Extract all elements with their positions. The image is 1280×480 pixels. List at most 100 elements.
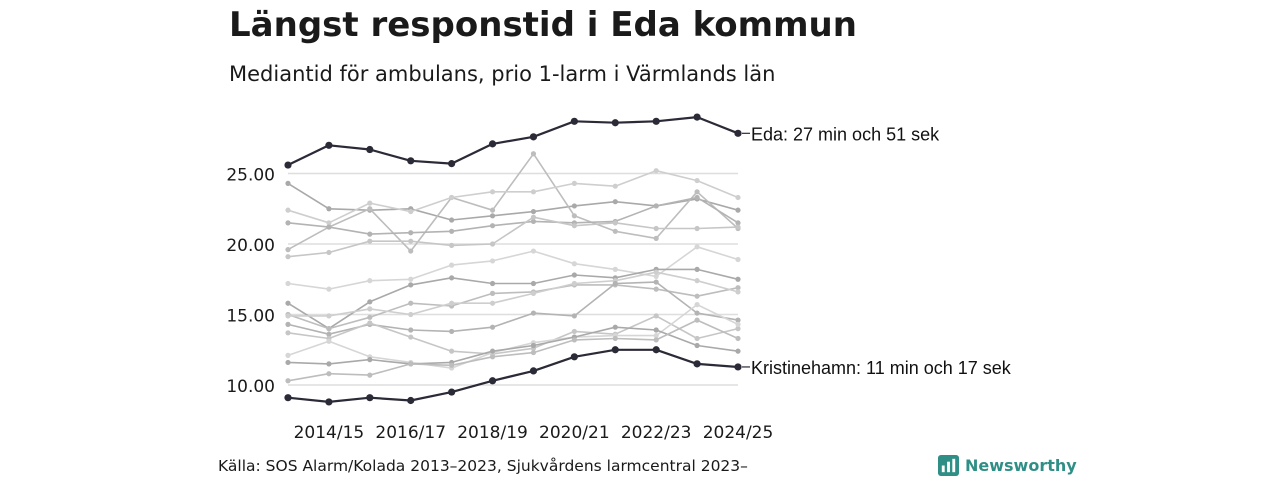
series-kommun-a-point <box>612 199 618 205</box>
series-kommun-f-point <box>612 266 618 272</box>
series-kommun-i-point <box>489 300 496 306</box>
kristinehamn-end-label: Kristinehamn: 11 min och 17 sek <box>751 358 1012 378</box>
series-kommun-a-point <box>449 217 455 223</box>
series-kommun-j-point <box>571 313 577 319</box>
series-kommun-i-point <box>367 306 373 312</box>
series-kommun-n-point <box>449 362 455 368</box>
series-kommun-c-point <box>571 180 577 186</box>
series-kommun-i-line <box>288 271 739 317</box>
series-kristinehamn-point <box>284 394 292 402</box>
series-eda-point <box>407 157 415 165</box>
brand-name: Newsworthy <box>965 456 1077 475</box>
series-kommun-g-point <box>694 266 700 272</box>
series-kommun-e-point <box>653 225 659 232</box>
series-kommun-c-point <box>612 183 618 189</box>
series-eda-point <box>734 129 742 137</box>
series-kommun-g-point <box>530 280 537 287</box>
series-kommun-j-point <box>408 327 414 333</box>
series-kommun-e-point <box>694 225 700 232</box>
series-kommun-d-point <box>653 203 659 209</box>
eda-end-label: Eda: 27 min och 51 sek <box>751 124 940 144</box>
series-kommun-n-point <box>694 317 700 323</box>
series-kommun-m-point <box>612 324 618 330</box>
series-kommun-d-point <box>326 224 332 230</box>
series-eda-point <box>611 119 619 127</box>
newsworthy-logo-icon <box>938 455 959 476</box>
series-kommun-a-point <box>530 208 537 215</box>
series-eda-point <box>366 145 374 154</box>
series-kommun-m <box>285 324 741 367</box>
series-kommun-j-point <box>489 324 496 330</box>
series-kommun-k-point <box>285 330 291 336</box>
series-kommun-f <box>285 244 741 292</box>
series-kommun-j-point <box>530 310 537 316</box>
chart-subtitle: Mediantid för ambulans, prio 1-larm i Vä… <box>229 62 776 86</box>
series-kommun-f-point <box>285 280 291 287</box>
series-kommun-d-point <box>735 220 741 226</box>
series-kommun-l-point <box>285 352 291 358</box>
x-axis-tick-labels: 2014/15 2016/17 2018/19 2020/21 2022/23 2024/… <box>294 423 774 443</box>
series-eda-point <box>570 117 578 125</box>
series-kristinehamn <box>284 346 742 406</box>
series-kommun-f-point <box>571 261 577 267</box>
series-kommun-e-point <box>408 238 414 244</box>
series-kristinehamn-line <box>287 348 739 403</box>
series-kommun-l-point <box>735 321 741 327</box>
series-kristinehamn-point <box>488 377 497 385</box>
series-kommun-f-point <box>694 244 700 250</box>
series-kommun-m-point <box>489 348 496 354</box>
series-kommun-d-point <box>408 230 414 236</box>
series-kommun-b-point <box>367 206 373 212</box>
series-kommun-f-point <box>408 276 414 282</box>
series-kommun-i-point <box>285 313 291 319</box>
series-kommun-m-line <box>287 326 739 365</box>
brand-logo[interactable]: Newsworthy <box>938 455 1077 476</box>
series-eda-point <box>529 133 538 141</box>
series-kommun-e-point <box>285 254 291 260</box>
series-kommun-d-point <box>530 218 537 225</box>
series-kommun-i-point <box>735 289 741 295</box>
series-kommun-n-point <box>326 371 332 377</box>
series-kommun-e-point <box>326 249 332 256</box>
series-kommun-f-point <box>449 262 455 268</box>
series-kommun-e-point <box>367 238 373 244</box>
series-kommun-m-point <box>285 359 291 366</box>
series-kommun-b-point <box>612 228 618 234</box>
series-kommun-n-point <box>489 354 496 360</box>
series-kommun-h-point <box>694 293 700 299</box>
series-kristinehamn-point <box>366 394 374 402</box>
series-kommun-k-point <box>735 326 741 332</box>
x-tick-label: 2022/23 <box>621 423 692 443</box>
series-kommun-j-point <box>285 321 291 327</box>
series-kommun-e-point <box>612 220 618 226</box>
series-kommun-m-point <box>530 342 537 349</box>
series-kommun-c <box>285 168 741 226</box>
series-kommun-h-point <box>367 314 373 320</box>
series-kommun-e-point <box>530 214 537 220</box>
series-kommun-m-point <box>653 327 659 333</box>
series-kommun-a-point <box>735 207 741 213</box>
series-kommun-n-point <box>653 337 659 343</box>
series-kommun-g-point <box>408 282 414 288</box>
series-kommun-l-point <box>653 333 659 339</box>
series-kommun-i-point <box>530 290 537 296</box>
x-tick-label: 2020/21 <box>539 423 610 443</box>
series-eda-point <box>325 141 333 149</box>
series-kommun-a-point <box>326 206 332 212</box>
highlighted-series <box>284 113 742 406</box>
series-kommun-c-point <box>367 200 373 206</box>
y-tick-label: 15.00 <box>226 307 275 327</box>
series-kommun-g-point <box>449 275 455 281</box>
series-kommun-b-point <box>285 247 291 253</box>
series-kommun-d-point <box>489 223 496 229</box>
series-kommun-c-point <box>489 189 496 195</box>
series-kommun-a-point <box>285 180 291 186</box>
series-kommun-m-point <box>367 357 373 363</box>
series-kommun-e-point <box>735 224 741 230</box>
series-kommun-k-point <box>653 313 659 319</box>
series-kommun-k-point <box>694 335 700 342</box>
series-kommun-h-point <box>735 285 741 291</box>
series-kommun-j-point <box>735 317 741 323</box>
series-kommun-k-point <box>408 334 414 340</box>
series-kommun-g-point <box>285 300 291 306</box>
